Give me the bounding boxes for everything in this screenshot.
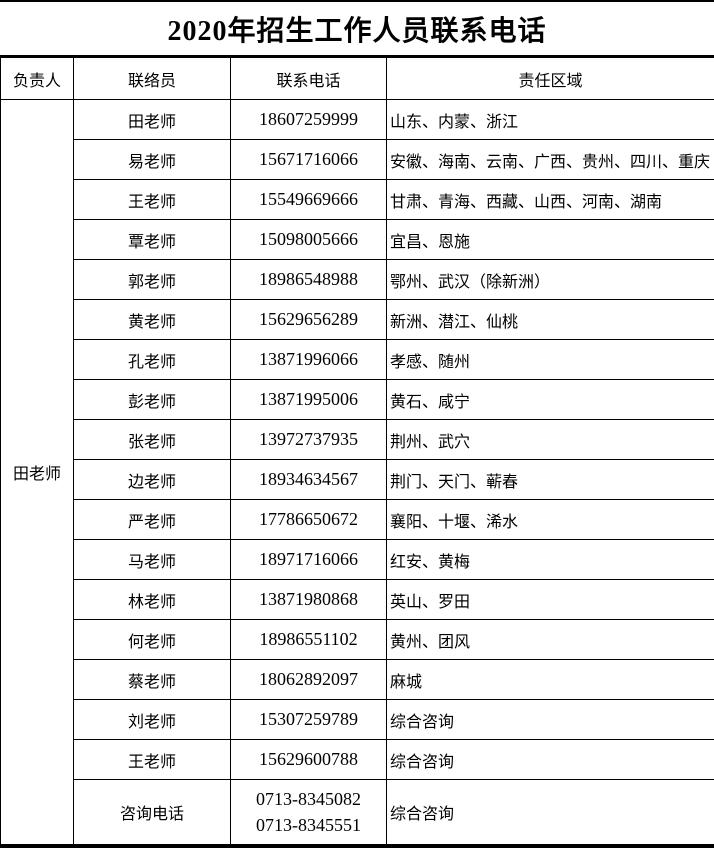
- region-cell: 麻城: [386, 659, 714, 700]
- table-row: 彭老师 13871995006 黄石、咸宁: [1, 379, 714, 420]
- table-row: 张老师 13972737935 荆州、武穴: [1, 419, 714, 460]
- liaison-cell: 覃老师: [73, 219, 231, 260]
- phone-cell: 13871980868: [230, 579, 387, 620]
- region-cell: 山东、内蒙、浙江: [386, 99, 714, 140]
- liaison-cell: 张老师: [73, 419, 231, 460]
- table-row: 何老师 18986551102 黄州、团风: [1, 619, 714, 660]
- table-row: 蔡老师 18062892097 麻城: [1, 659, 714, 700]
- liaison-cell: 田老师: [73, 99, 231, 140]
- phone-cell: 18986551102: [230, 619, 387, 660]
- table-row: 郭老师 18986548988 鄂州、武汉（除新洲）: [1, 259, 714, 300]
- region-cell: 英山、罗田: [386, 579, 714, 620]
- phone-cell: 18986548988: [230, 259, 387, 300]
- phone-cell: 18934634567: [230, 459, 387, 500]
- phone-cell: 15671716066: [230, 139, 387, 180]
- region-cell: 安徽、海南、云南、广西、贵州、四川、重庆: [386, 139, 714, 180]
- phone-cell: 15629656289: [230, 299, 387, 340]
- hotline-number-2: 0713-8345551: [256, 814, 361, 835]
- liaison-cell: 郭老师: [73, 259, 231, 300]
- table-row: 林老师 13871980868 英山、罗田: [1, 579, 714, 620]
- table-row: 黄老师 15629656289 新洲、潜江、仙桃: [1, 299, 714, 340]
- phone-cell: 17786650672: [230, 499, 387, 540]
- liaison-cell: 何老师: [73, 619, 231, 660]
- liaison-cell: 咨询电话: [73, 779, 231, 846]
- liaison-cell: 孔老师: [73, 339, 231, 380]
- col-header-phone: 联系电话: [230, 56, 387, 100]
- liaison-cell: 马老师: [73, 539, 231, 580]
- phone-cell: 0713-8345082 0713-8345551: [230, 779, 387, 846]
- region-cell: 鄂州、武汉（除新洲）: [386, 259, 714, 300]
- phone-cell: 15629600788: [230, 739, 387, 780]
- region-cell: 甘肃、青海、西藏、山西、河南、湖南: [386, 179, 714, 220]
- liaison-cell: 严老师: [73, 499, 231, 540]
- contact-table: 负责人 联络员 联系电话 责任区域 田老师 田老师 18607259999 山东…: [0, 55, 714, 848]
- table-row: 覃老师 15098005666 宜昌、恩施: [1, 219, 714, 260]
- liaison-cell: 边老师: [73, 459, 231, 500]
- table-row: 马老师 18971716066 红安、黄梅: [1, 539, 714, 580]
- phone-cell: 15098005666: [230, 219, 387, 260]
- liaison-cell: 黄老师: [73, 299, 231, 340]
- liaison-cell: 林老师: [73, 579, 231, 620]
- region-cell: 宜昌、恩施: [386, 219, 714, 260]
- table-row: 严老师 17786650672 襄阳、十堰、浠水: [1, 499, 714, 540]
- supervisor-cell: 田老师: [0, 99, 74, 846]
- region-cell: 黄州、团风: [386, 619, 714, 660]
- liaison-cell: 王老师: [73, 739, 231, 780]
- liaison-cell: 蔡老师: [73, 659, 231, 700]
- region-cell: 襄阳、十堰、浠水: [386, 499, 714, 540]
- phone-cell: 13972737935: [230, 419, 387, 460]
- liaison-cell: 王老师: [73, 179, 231, 220]
- table-row: 孔老师 13871996066 孝感、随州: [1, 339, 714, 380]
- liaison-cell: 刘老师: [73, 699, 231, 740]
- table-row: 易老师 15671716066 安徽、海南、云南、广西、贵州、四川、重庆: [1, 139, 714, 180]
- region-cell: 荆州、武穴: [386, 419, 714, 460]
- table-row: 刘老师 15307259789 综合咨询: [1, 699, 714, 740]
- phone-cell: 18607259999: [230, 99, 387, 140]
- phone-cell: 13871996066: [230, 339, 387, 380]
- region-cell: 新洲、潜江、仙桃: [386, 299, 714, 340]
- col-header-supervisor: 负责人: [0, 56, 74, 100]
- region-cell: 红安、黄梅: [386, 539, 714, 580]
- liaison-cell: 易老师: [73, 139, 231, 180]
- table-row-hotline: 咨询电话 0713-8345082 0713-8345551 综合咨询: [1, 779, 714, 846]
- phone-cell: 15307259789: [230, 699, 387, 740]
- col-header-region: 责任区域: [386, 56, 714, 100]
- region-cell: 综合咨询: [386, 779, 714, 846]
- col-header-liaison: 联络员: [73, 56, 231, 100]
- table-row: 王老师 15629600788 综合咨询: [1, 739, 714, 780]
- region-cell: 孝感、随州: [386, 339, 714, 380]
- table-row: 边老师 18934634567 荆门、天门、蕲春: [1, 459, 714, 500]
- table-row: 王老师 15549669666 甘肃、青海、西藏、山西、河南、湖南: [1, 179, 714, 220]
- table-row: 田老师 田老师 18607259999 山东、内蒙、浙江: [0, 99, 714, 846]
- region-cell: 综合咨询: [386, 699, 714, 740]
- phone-cell: 18062892097: [230, 659, 387, 700]
- page-title: 2020年招生工作人员联系电话: [0, 0, 714, 55]
- header-row: 负责人 联络员 联系电话 责任区域: [0, 56, 714, 100]
- phone-cell: 13871995006: [230, 379, 387, 420]
- region-cell: 荆门、天门、蕲春: [386, 459, 714, 500]
- hotline-number-1: 0713-8345082: [256, 788, 361, 809]
- region-cell: 综合咨询: [386, 739, 714, 780]
- phone-cell: 18971716066: [230, 539, 387, 580]
- region-cell: 黄石、咸宁: [386, 379, 714, 420]
- phone-cell: 15549669666: [230, 179, 387, 220]
- liaison-cell: 彭老师: [73, 379, 231, 420]
